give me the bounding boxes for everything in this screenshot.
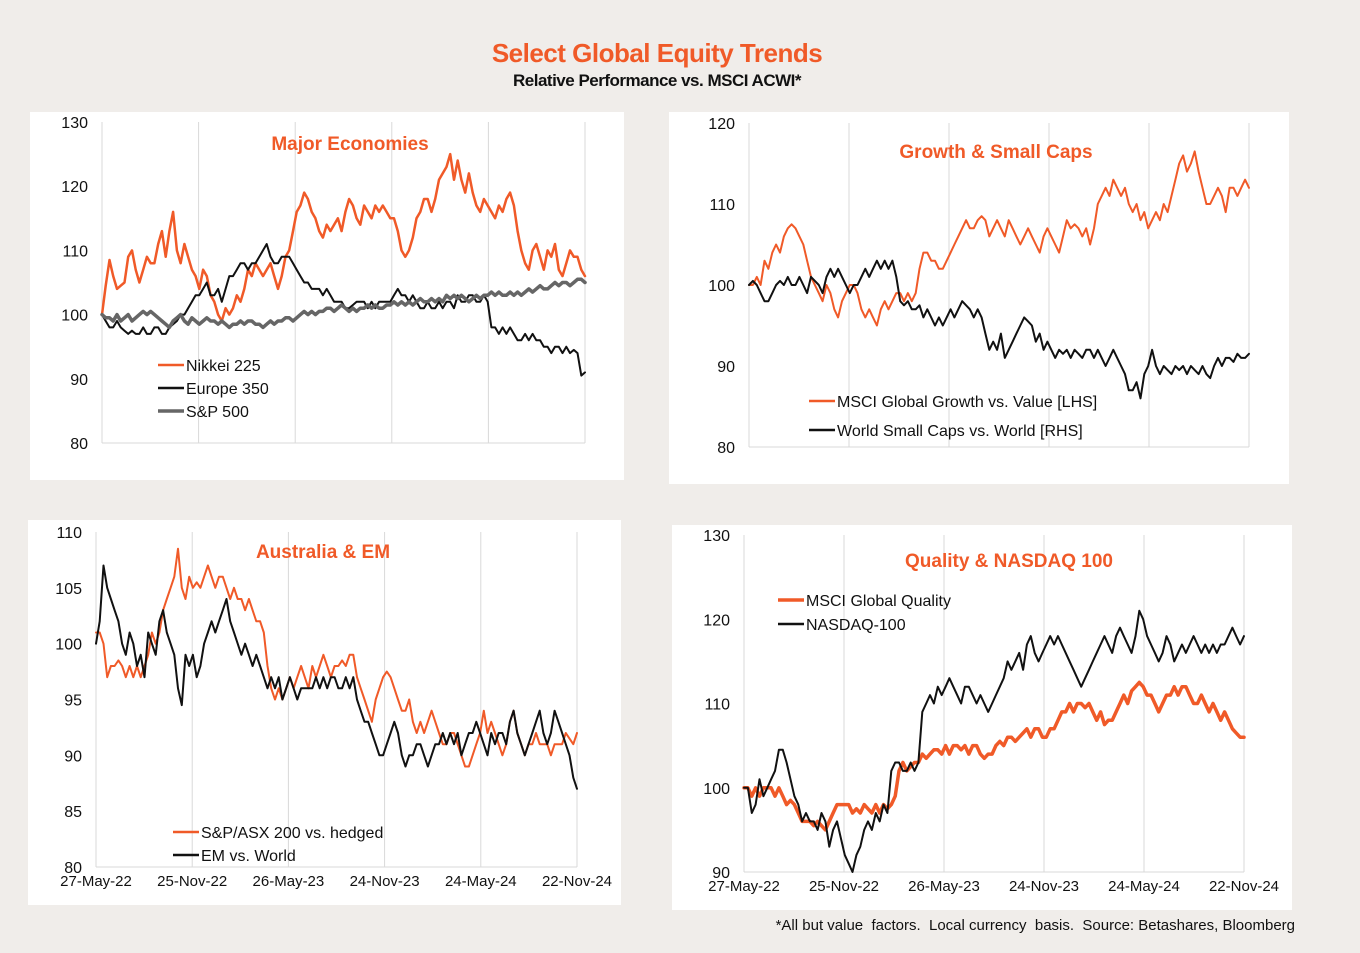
x-axis-ticks: 27-May-22 25-Nov-22 26-May-23 24-Nov-23 24-M… <box>708 878 1279 895</box>
x-tick-label: 26-May-23 <box>908 878 980 895</box>
chart-panel-australia-em: 80 85 90 95 100 105 110 27-May-22 25-Nov-22 26-Ma… <box>28 520 621 905</box>
series-line-3 <box>100 277 587 330</box>
x-tick-label: 24-Nov-23 <box>1009 878 1079 895</box>
y-tick-label: 90 <box>70 372 88 389</box>
y-axis-ticks: 80 90 100 110 120 130 <box>61 115 88 453</box>
page-subtitle: Relative Performance vs. MSCI ACWI* <box>513 71 801 90</box>
y-axis-ticks: 90 100 110 120 130 <box>703 528 730 882</box>
y-tick-label: 100 <box>61 308 88 325</box>
legend: MSCI Global Quality NASDAQ-100 <box>778 593 951 634</box>
series-line-1 <box>100 152 587 323</box>
y-tick-label: 100 <box>708 278 735 295</box>
gridlines <box>95 532 578 868</box>
chart-quality-nasdaq: 90 100 110 120 130 27-May-22 25-Nov-22 26-May-2… <box>703 528 1279 895</box>
series-line-1 <box>742 680 1246 832</box>
legend-label: MSCI Global Growth vs. Value [LHS] <box>837 394 1097 411</box>
source-footnote: *All but value factors. Local currency b… <box>775 917 1295 934</box>
x-tick-label: 25-Nov-22 <box>809 878 879 895</box>
legend-label: EM vs. World <box>201 848 296 865</box>
y-tick-label: 120 <box>703 612 730 629</box>
y-tick-label: 100 <box>703 781 730 798</box>
y-tick-label: 80 <box>70 436 88 453</box>
x-tick-label: 27-May-22 <box>60 873 132 890</box>
legend-label: NASDAQ-100 <box>806 617 906 634</box>
series-line-2 <box>743 609 1245 873</box>
x-tick-label: 24-May-24 <box>1108 878 1180 895</box>
y-tick-label: 90 <box>712 865 730 882</box>
y-tick-label: 105 <box>55 581 82 598</box>
x-tick-label: 22-Nov-24 <box>542 873 612 890</box>
y-tick-label: 110 <box>704 697 730 714</box>
page-title: Select Global Equity Trends <box>491 38 823 68</box>
y-tick-label: 130 <box>703 528 730 545</box>
x-tick-label: 26-May-23 <box>253 873 325 890</box>
legend: MSCI Global Growth vs. Value [LHS] World … <box>809 394 1097 440</box>
legend: S&P/ASX 200 vs. hedged EM vs. World <box>173 825 383 865</box>
series-line-2 <box>748 259 1250 400</box>
y-tick-label: 100 <box>55 637 82 654</box>
chart-title: Growth & Small Caps <box>899 142 1092 163</box>
y-tick-label: 80 <box>64 860 82 877</box>
series-line-1 <box>748 150 1250 327</box>
x-axis-ticks: 27-May-22 25-Nov-22 26-May-23 24-Nov-23 24-M… <box>60 873 612 890</box>
y-tick-label: 110 <box>62 243 88 260</box>
y-tick-label: 85 <box>64 804 82 821</box>
series-line-2 <box>101 243 586 377</box>
gridlines <box>743 535 1245 873</box>
series-line-2 <box>95 564 578 790</box>
series-line-1 <box>95 547 578 768</box>
y-tick-label: 95 <box>64 693 82 710</box>
legend-label: MSCI Global Quality <box>806 593 951 610</box>
chart-title: Major Economies <box>271 134 428 155</box>
y-tick-label: 90 <box>717 359 735 376</box>
chart-title: Australia & EM <box>256 542 390 563</box>
y-tick-label: 110 <box>56 525 82 542</box>
legend-label: World Small Caps vs. World [RHS] <box>837 423 1083 440</box>
chart-growth-small-caps: 80 90 100 110 120 Growth & Small Caps MSCI Glo… <box>708 116 1250 457</box>
chart-panel-quality-nasdaq: 90 100 110 120 130 27-May-22 25-Nov-22 26-May-2… <box>672 525 1292 910</box>
x-tick-label: 22-Nov-24 <box>1209 878 1279 895</box>
chart-title: Quality & NASDAQ 100 <box>905 551 1113 572</box>
y-tick-label: 110 <box>709 197 735 214</box>
legend-label: S&P 500 <box>186 404 249 421</box>
y-tick-label: 80 <box>717 440 735 457</box>
y-tick-label: 90 <box>64 748 82 765</box>
y-tick-label: 130 <box>61 115 88 132</box>
x-tick-label: 24-Nov-23 <box>350 873 420 890</box>
chart-major-economies: 80 90 100 110 120 130 Major Economies Nikkei 22… <box>61 115 587 453</box>
x-tick-label: 25-Nov-22 <box>157 873 227 890</box>
chart-panel-growth-small-caps: 80 90 100 110 120 Growth & Small Caps MSCI Glo… <box>669 112 1289 484</box>
legend: Nikkei 225 Europe 350 S&P 500 <box>158 358 269 421</box>
x-tick-label: 27-May-22 <box>708 878 780 895</box>
x-tick-label: 24-May-24 <box>445 873 517 890</box>
legend-label: S&P/ASX 200 vs. hedged <box>201 825 383 842</box>
y-axis-ticks: 80 85 90 95 100 105 110 <box>55 525 82 877</box>
chart-panel-major-economies: 80 90 100 110 120 130 Major Economies Nikkei 22… <box>30 112 624 480</box>
chart-australia-em: 80 85 90 95 100 105 110 27-May-22 25-Nov-22 26-Ma… <box>55 525 612 890</box>
legend-label: Europe 350 <box>186 381 269 398</box>
legend-label: Nikkei 225 <box>186 358 261 375</box>
y-tick-label: 120 <box>61 179 88 196</box>
y-axis-ticks: 80 90 100 110 120 <box>708 116 735 457</box>
y-tick-label: 120 <box>708 116 735 133</box>
gridlines <box>101 122 586 444</box>
